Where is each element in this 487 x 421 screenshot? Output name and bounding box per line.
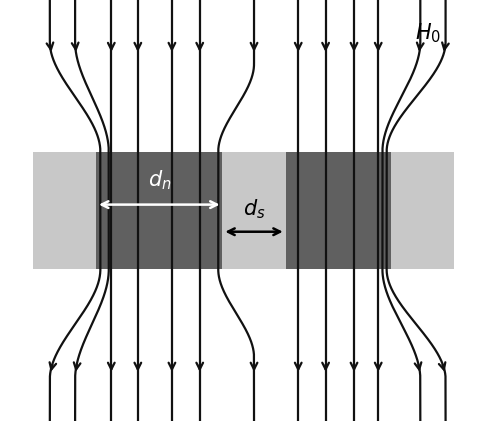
Text: $d_s$: $d_s$	[243, 197, 265, 221]
Bar	[96, 152, 223, 269]
Bar	[33, 152, 454, 269]
Text: $H_0$: $H_0$	[415, 21, 441, 45]
Text: $d_n$: $d_n$	[148, 168, 171, 192]
Bar	[285, 152, 391, 269]
